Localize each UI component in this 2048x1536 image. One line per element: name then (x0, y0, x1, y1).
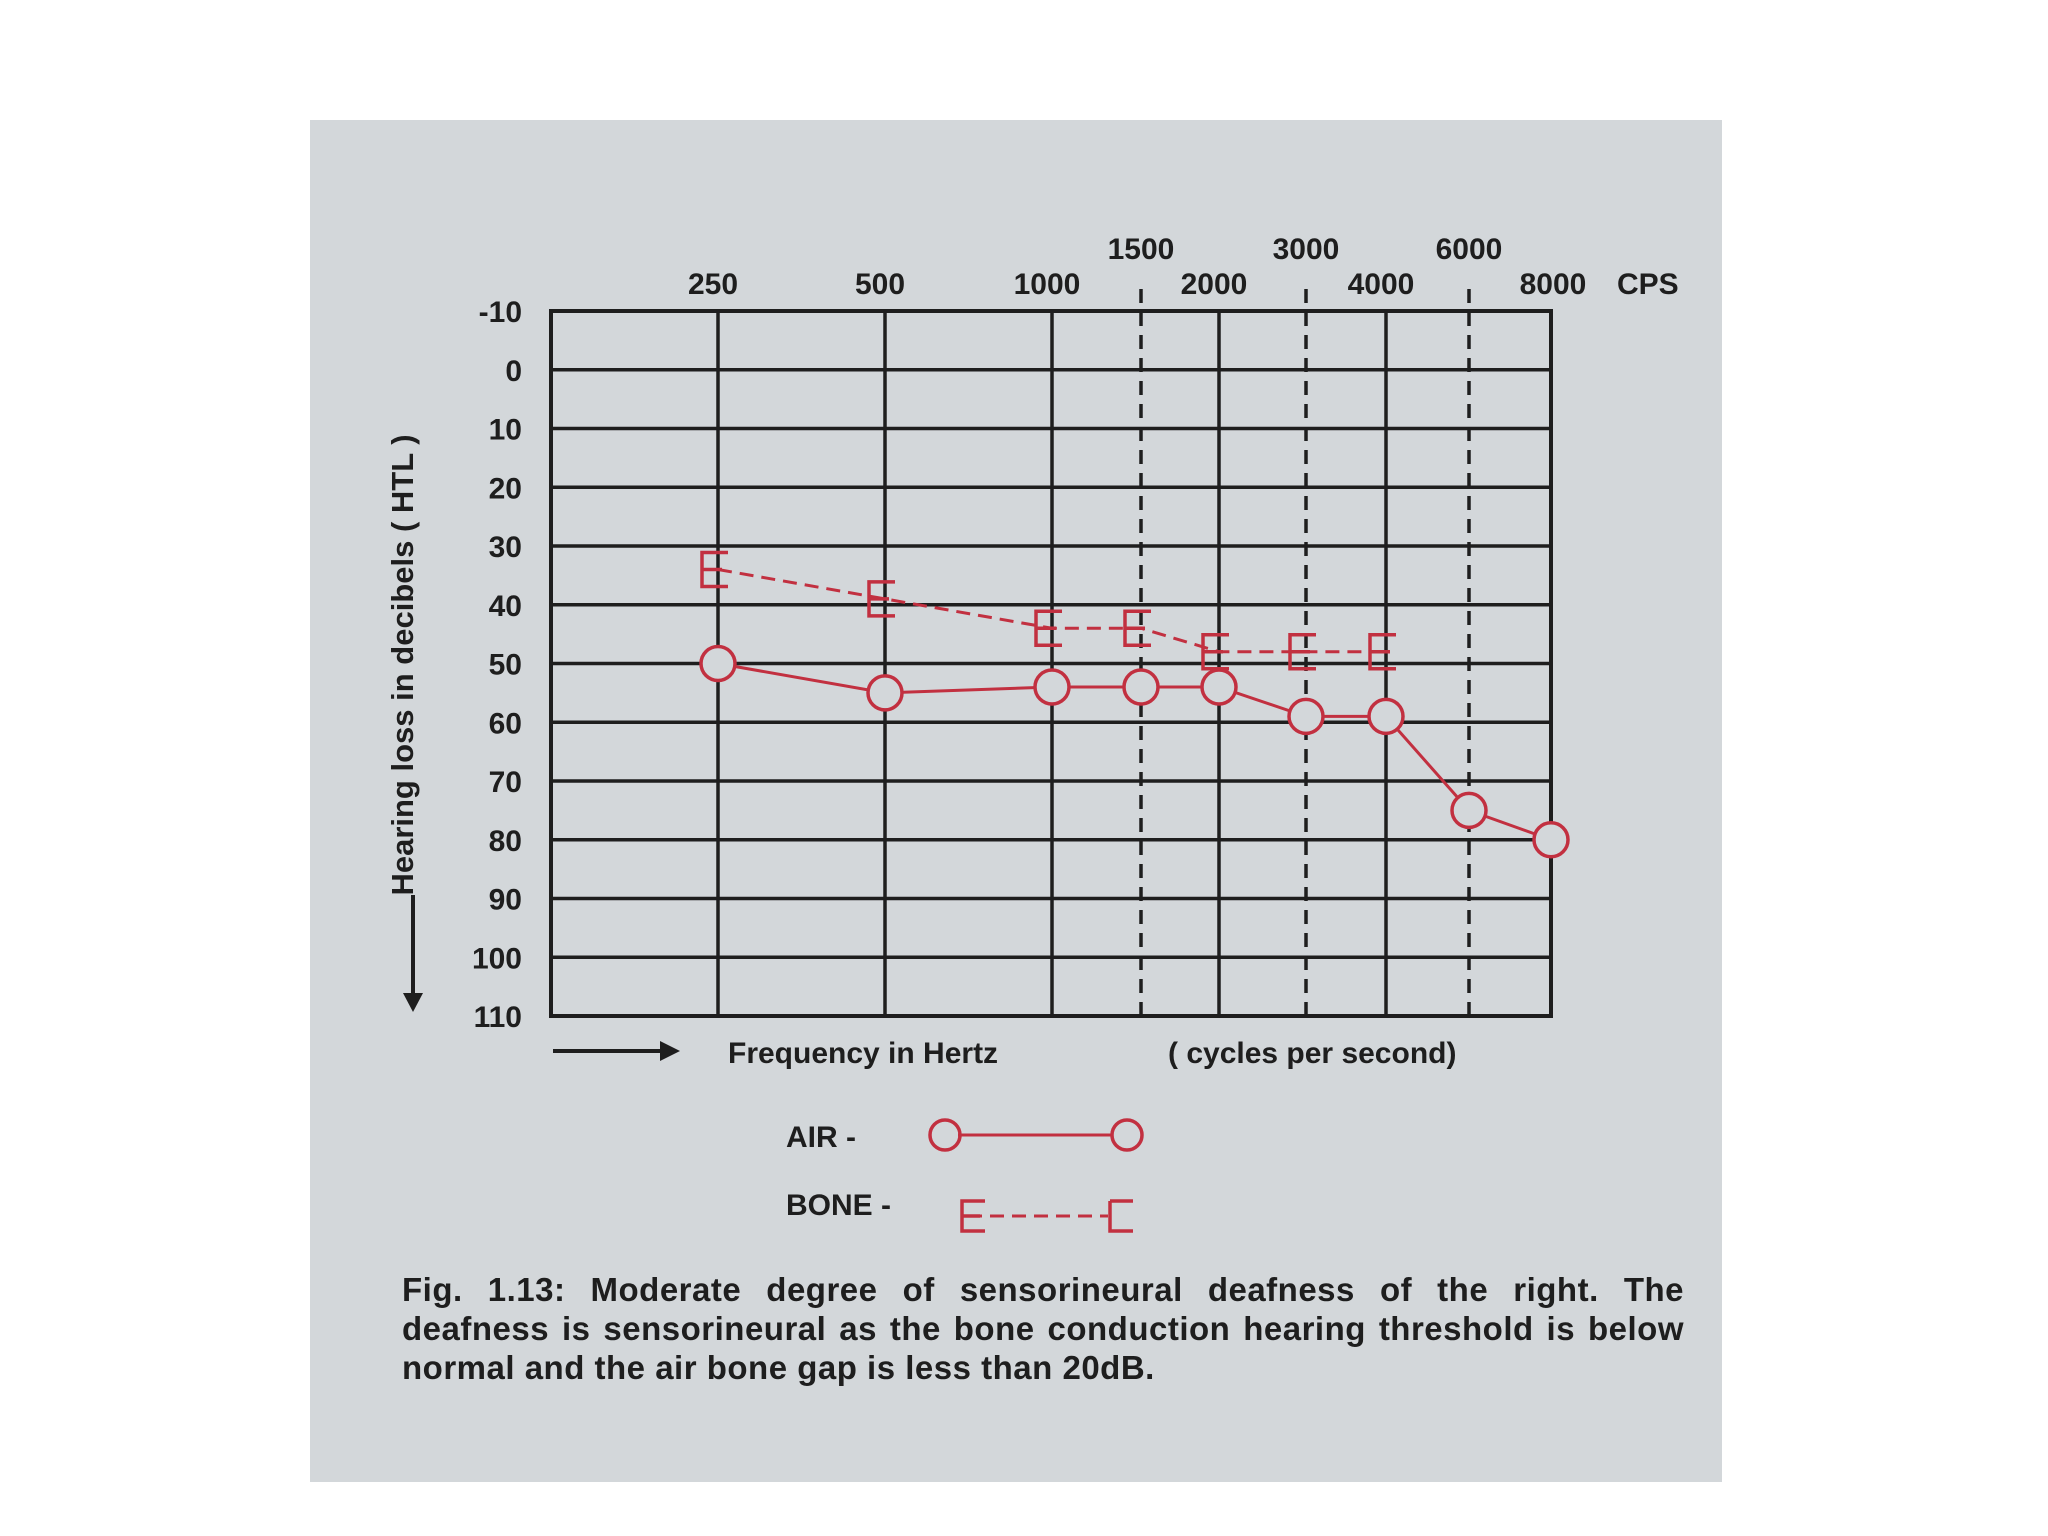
air-point-500 (866, 674, 904, 712)
y-tick-label-3: 20 (489, 472, 522, 505)
figure-caption: Fig. 1.13: Moderate degree of sensorineu… (402, 1271, 1684, 1386)
legend: AIR - BONE - (786, 1118, 1144, 1233)
bone-point-500 (867, 580, 895, 618)
legend-air-marker-right (1110, 1118, 1144, 1152)
series-air (699, 644, 1570, 859)
y-tick-label-12: 110 (474, 1001, 522, 1034)
x-axis-title: Frequency in Hertz (728, 1037, 998, 1070)
air-point-3000 (1287, 697, 1325, 736)
x-tick-label-1000: 1000 (1014, 268, 1081, 301)
y-tick-label-5: 40 (489, 590, 522, 623)
x-tick-label-500: 500 (855, 268, 905, 301)
y-tick-label-10: 90 (489, 884, 522, 917)
bone-point-1000 (1034, 609, 1062, 647)
x-tick-label-250: 250 (688, 268, 738, 301)
bone-point-1500 (1123, 609, 1151, 647)
y-tick-label-1: 0 (505, 355, 522, 388)
x-tick-label-2000: 2000 (1181, 268, 1248, 301)
chart-grid (549, 289, 1553, 1018)
y-tick-label-11: 100 (472, 942, 522, 975)
bone-point-4000 (1368, 633, 1396, 671)
x-tick-label-1500: 1500 (1108, 233, 1175, 266)
y-tick-label-0: -10 (479, 296, 522, 329)
legend-air-label: AIR - (786, 1121, 856, 1154)
legend-bone-marker-left (960, 1199, 985, 1233)
figure-photo (310, 120, 1722, 1482)
air-point-2000 (1200, 668, 1238, 706)
y-axis-title: Hearing loss in decibels ( HTL ) (385, 434, 420, 895)
x-tick-label-6000: 6000 (1436, 233, 1503, 266)
y-tick-label-8: 70 (489, 766, 522, 799)
chart-series (699, 550, 1570, 859)
y-tick-label-6: 50 (489, 649, 522, 682)
x-unit-label: CPS (1617, 268, 1679, 301)
air-point-8000 (1532, 821, 1570, 859)
legend-bone-marker-right (1108, 1199, 1133, 1233)
x-tick-label-3000: 3000 (1273, 233, 1340, 266)
legend-bone-label: BONE - (786, 1189, 891, 1222)
x-tick-labels: 250 500 1000 2000 4000 8000 1500 3000 6000 (688, 233, 1586, 301)
y-tick-label-9: 80 (489, 825, 522, 858)
y-tick-label-4: 30 (489, 531, 522, 564)
y-axis-arrow (403, 895, 423, 1012)
air-point-250 (699, 644, 737, 683)
y-tick-labels: -10 0 10 20 30 40 50 60 70 80 90 100 110 (472, 296, 522, 1034)
x-axis-note: ( cycles per second) (1168, 1037, 1456, 1070)
legend-air-marker-left (928, 1118, 962, 1152)
x-tick-label-4000: 4000 (1348, 268, 1415, 301)
air-point-6000 (1450, 791, 1488, 830)
air-point-4000 (1367, 697, 1405, 736)
y-tick-label-2: 10 (489, 414, 522, 447)
bone-point-3000 (1288, 633, 1316, 671)
air-point-1500 (1122, 668, 1160, 706)
series-bone (700, 550, 1396, 671)
x-axis-arrow (553, 1041, 680, 1061)
x-tick-label-8000: 8000 (1520, 268, 1587, 301)
bone-point-250 (700, 550, 728, 589)
y-tick-label-7: 60 (489, 707, 522, 740)
air-point-1000 (1033, 668, 1071, 706)
bone-point-2000 (1201, 633, 1229, 671)
